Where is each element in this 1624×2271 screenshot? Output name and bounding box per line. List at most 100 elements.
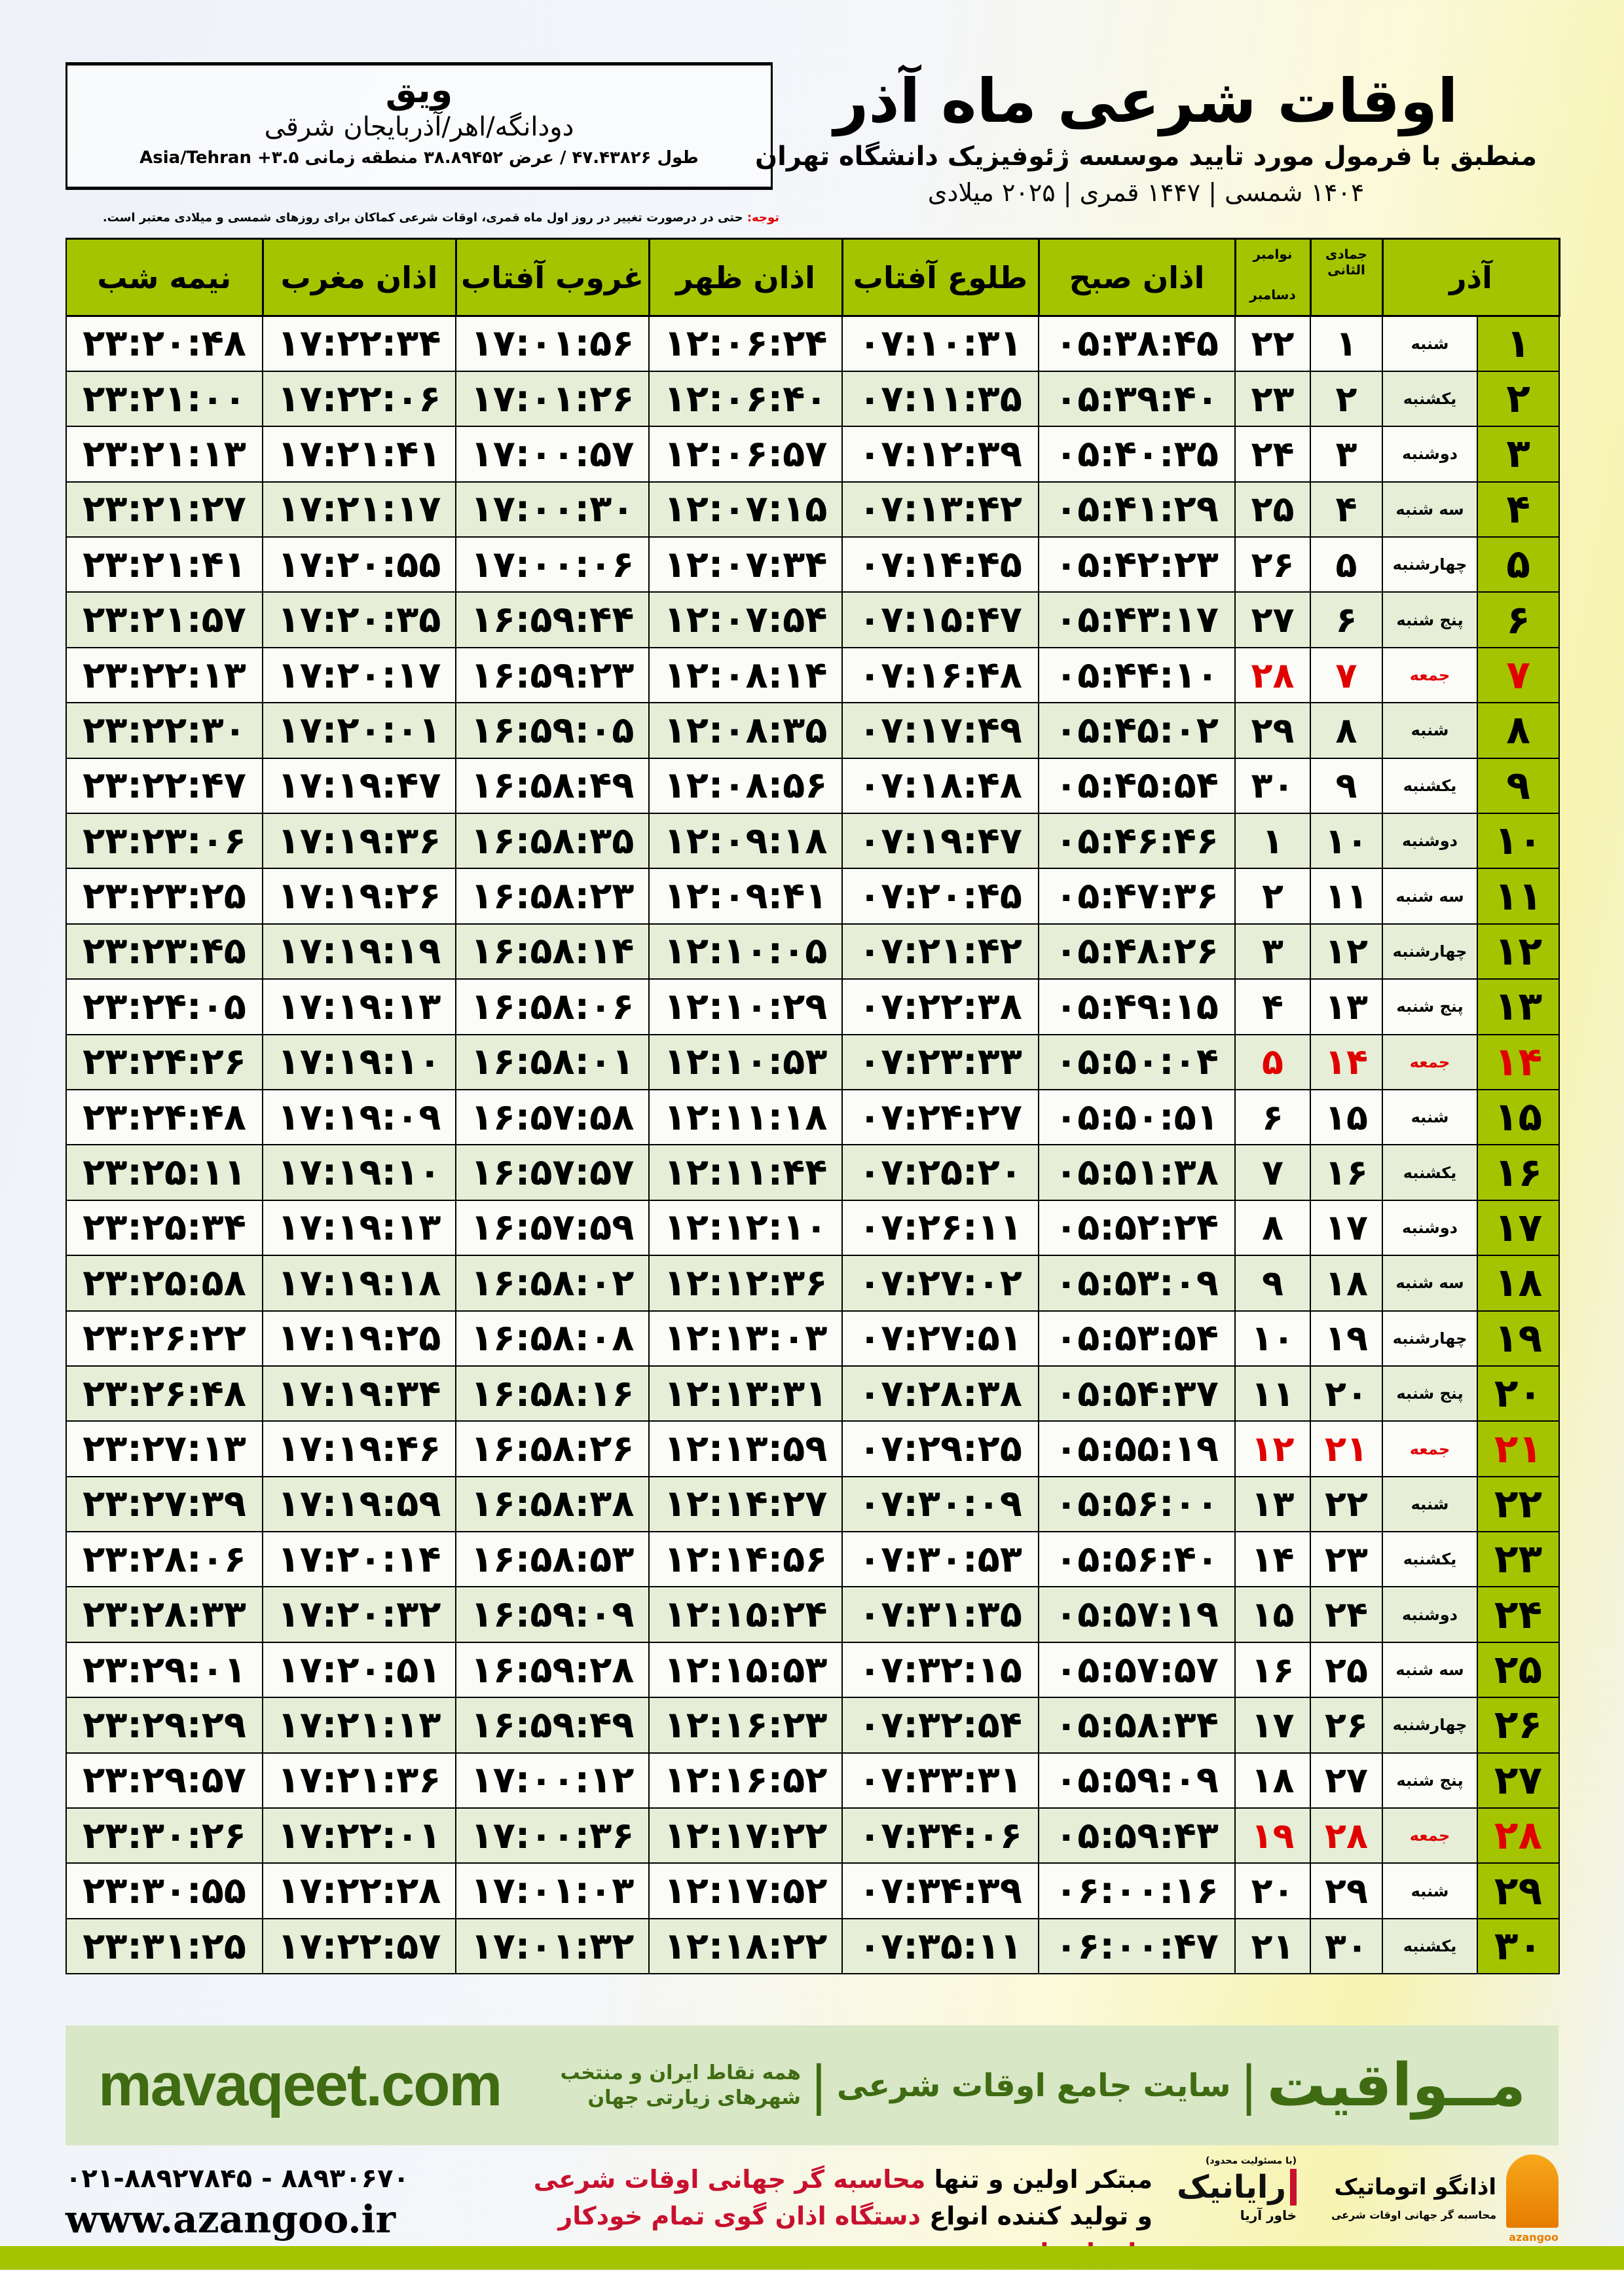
cell-greg-day: ۱۷	[1234, 1697, 1311, 1754]
location-box: ویق دودانگه/اهر/آذربایجان شرقی طول ۴۷.۴۳…	[65, 62, 773, 190]
cell-hijri-day: ۹	[1310, 757, 1383, 815]
cell-weekday: سه شنبه	[1381, 868, 1479, 925]
cell-midnight: ۲۳:۲۵:۱۱	[65, 1144, 263, 1201]
cell-maghrib: ۱۷:۱۹:۳۴	[262, 1365, 456, 1422]
cell-maghrib: ۱۷:۲۰:۱۴	[262, 1531, 456, 1588]
page-subtitle: منطبق با فرمول مورد تایید موسسه ژئوفیزیک…	[754, 141, 1538, 172]
cell-weekday: پنج شنبه	[1381, 978, 1479, 1035]
cell-hijri-day: ۲۵	[1310, 1641, 1383, 1699]
table-row: ۲۸ جمعه ۲۸ ۱۹ ۰۵:۵۹:۴۳ ۰۷:۳۴:۰۶ ۱۲:۱۷:۲۲ ۱۷:۰۰:…	[65, 1807, 1560, 1864]
cell-weekday: چهارشنبه	[1381, 923, 1479, 980]
cell-sunrise: ۰۷:۳۰:۰۹	[841, 1475, 1039, 1533]
cell-midnight: ۲۳:۲۳:۲۵	[65, 868, 263, 925]
table-row: ۲۱ جمعه ۲۱ ۱۲ ۰۵:۵۵:۱۹ ۰۷:۲۹:۲۵ ۱۲:۱۳:۵۹ ۱۶:۵۸:…	[65, 1420, 1560, 1477]
cell-greg-day: ۲	[1234, 868, 1311, 925]
cell-fajr: ۰۵:۵۳:۰۹	[1038, 1255, 1236, 1312]
cell-sunset: ۱۷:۰۱:۵۶	[455, 315, 650, 372]
cell-greg-day: ۱	[1234, 813, 1311, 870]
promo-brand: مــواقیت	[1266, 2051, 1526, 2120]
table-row: ۳ دوشنبه ۳ ۲۴ ۰۵:۴۰:۳۵ ۰۷:۱۲:۳۹ ۱۲:۰۶:۵۷ ۱۷:۰۰:…	[65, 426, 1560, 483]
cell-hijri-day: ۲۶	[1310, 1697, 1383, 1754]
table-row: ۱۷ دوشنبه ۱۷ ۸ ۰۵:۵۲:۲۴ ۰۷:۲۶:۱۱ ۱۲:۱۲:۱۰ ۱۶:۵۷…	[65, 1199, 1560, 1257]
cell-midnight: ۲۳:۲۱:۴۱	[65, 536, 263, 593]
cell-greg-day: ۲۱	[1234, 1917, 1311, 1975]
cell-sunrise: ۰۷:۳۴:۰۶	[841, 1807, 1039, 1864]
cell-sunrise: ۰۷:۳۵:۱۱	[841, 1917, 1039, 1975]
cell-day: ۲	[1477, 370, 1560, 428]
cell-weekday: شنبه	[1381, 1862, 1479, 1919]
cell-weekday: جمعه	[1381, 1033, 1479, 1090]
cell-sunrise: ۰۷:۱۰:۳۱	[841, 315, 1039, 372]
page-title: اوقات شرعی ماه آذر	[834, 66, 1458, 136]
cell-midnight: ۲۳:۲۱:۱۳	[65, 426, 263, 483]
location-name: ویق	[385, 69, 453, 111]
cell-maghrib: ۱۷:۱۹:۱۹	[262, 923, 456, 980]
cell-greg-day: ۷	[1234, 1144, 1311, 1201]
cell-hijri-day: ۱۱	[1310, 868, 1383, 925]
cell-day: ۲۶	[1477, 1697, 1560, 1754]
cell-sunset: ۱۶:۵۸:۳۸	[455, 1475, 650, 1533]
cell-day: ۱۰	[1477, 813, 1560, 870]
cell-fajr: ۰۵:۵۳:۵۴	[1038, 1310, 1236, 1367]
cell-maghrib: ۱۷:۱۹:۲۶	[262, 868, 456, 925]
cell-day: ۱۲	[1477, 923, 1560, 980]
header-midnight: نیمه شب	[65, 238, 264, 317]
cell-hijri-day: ۲۷	[1310, 1752, 1383, 1809]
cell-maghrib: ۱۷:۲۱:۴۱	[262, 426, 456, 483]
cell-sunrise: ۰۷:۲۸:۳۸	[841, 1365, 1039, 1422]
cell-midnight: ۲۳:۲۱:۲۷	[65, 481, 263, 538]
cell-sunset: ۱۷:۰۰:۱۲	[455, 1752, 650, 1809]
promo-brand-group: مــواقیت | سایت جامع اوقات شرعی | همه نق…	[526, 2051, 1526, 2120]
cell-fajr: ۰۵:۴۶:۴۶	[1038, 813, 1236, 870]
table-row: ۷ جمعه ۷ ۲۸ ۰۵:۴۴:۱۰ ۰۷:۱۶:۴۸ ۱۲:۰۸:۱۴ ۱۶:۵۹:۲۳…	[65, 646, 1560, 704]
cell-maghrib: ۱۷:۲۰:۳۲	[262, 1586, 456, 1643]
cell-sunset: ۱۶:۵۸:۰۸	[455, 1310, 650, 1367]
table-row: ۱۵ شنبه ۱۵ ۶ ۰۵:۵۰:۵۱ ۰۷:۲۴:۲۷ ۱۲:۱۱:۱۸ ۱۶:۵۷:۵…	[65, 1088, 1560, 1146]
cell-greg-day: ۱۳	[1234, 1475, 1311, 1533]
cell-maghrib: ۱۷:۲۰:۵۵	[262, 536, 456, 593]
cell-maghrib: ۱۷:۱۹:۱۳	[262, 978, 456, 1035]
website-link[interactable]: www.azangoo.ir	[65, 2197, 396, 2242]
cell-day: ۲۱	[1477, 1420, 1560, 1477]
cell-dhuhr: ۱۲:۱۴:۵۶	[648, 1531, 843, 1588]
cell-maghrib: ۱۷:۲۱:۳۶	[262, 1752, 456, 1809]
slogan-2a: و تولید کننده انواع	[921, 2202, 1153, 2230]
cell-dhuhr: ۱۲:۰۹:۴۱	[648, 868, 843, 925]
cell-greg-day: ۵	[1234, 1033, 1311, 1090]
cell-sunset: ۱۶:۵۹:۲۳	[455, 646, 650, 704]
rayanik-sub: خاور آریا	[1240, 2207, 1297, 2223]
promo-separator-2: |	[809, 2055, 828, 2116]
table-row: ۲۵ سه شنبه ۲۵ ۱۶ ۰۵:۵۷:۵۷ ۰۷:۳۲:۱۵ ۱۲:۱۵:۵۳ ۱۶:…	[65, 1641, 1560, 1699]
cell-hijri-day: ۲۲	[1310, 1475, 1383, 1533]
cell-greg-day: ۲۹	[1234, 702, 1311, 759]
slogan-1a: مبتکر اولین و تنها	[925, 2165, 1153, 2194]
cell-day: ۱۵	[1477, 1088, 1560, 1146]
cell-sunset: ۱۷:۰۰:۳۶	[455, 1807, 650, 1864]
rayanik-name: رایانیک	[1177, 2169, 1286, 2206]
cell-weekday: پنج شنبه	[1381, 591, 1479, 648]
cell-sunset: ۱۶:۵۸:۲۳	[455, 868, 650, 925]
cell-midnight: ۲۳:۲۸:۰۶	[65, 1531, 263, 1588]
cell-weekday: دوشنبه	[1381, 1199, 1479, 1257]
cell-maghrib: ۱۷:۱۹:۵۹	[262, 1475, 456, 1533]
table-row: ۱۶ یکشنبه ۱۶ ۷ ۰۵:۵۱:۳۸ ۰۷:۲۵:۲۰ ۱۲:۱۱:۴۴ ۱۶:۵۷…	[65, 1144, 1560, 1201]
cell-sunrise: ۰۷:۲۳:۳۳	[841, 1033, 1039, 1090]
cell-day: ۵	[1477, 536, 1560, 593]
cell-fajr: ۰۵:۵۲:۲۴	[1038, 1199, 1236, 1257]
cell-day: ۲۲	[1477, 1475, 1560, 1533]
cell-dhuhr: ۱۲:۱۶:۵۲	[648, 1752, 843, 1809]
cell-maghrib: ۱۷:۲۱:۱۳	[262, 1697, 456, 1754]
azangoo-sub: محاسبه گر جهانی اوقات شرعی	[1331, 2209, 1496, 2221]
cell-midnight: ۲۳:۲۹:۲۹	[65, 1697, 263, 1754]
cell-dhuhr: ۱۲:۱۸:۲۲	[648, 1917, 843, 1975]
cell-day: ۲۴	[1477, 1586, 1560, 1643]
cell-fajr: ۰۶:۰۰:۱۶	[1038, 1862, 1236, 1919]
promo-url[interactable]: mavaqeet.com	[98, 2052, 502, 2118]
cell-dhuhr: ۱۲:۱۱:۴۴	[648, 1144, 843, 1201]
table-row: ۸ شنبه ۸ ۲۹ ۰۵:۴۵:۰۲ ۰۷:۱۷:۴۹ ۱۲:۰۸:۳۵ ۱۶:۵۹:۰۵…	[65, 702, 1560, 759]
cell-greg-day: ۱۴	[1234, 1531, 1311, 1588]
table-row: ۱۴ جمعه ۱۴ ۵ ۰۵:۵۰:۰۴ ۰۷:۲۳:۳۳ ۱۲:۱۰:۵۳ ۱۶:۵۸:۰…	[65, 1033, 1560, 1090]
table-row: ۲۲ شنبه ۲۲ ۱۳ ۰۵:۵۶:۰۰ ۰۷:۳۰:۰۹ ۱۲:۱۴:۲۷ ۱۶:۵۸:…	[65, 1475, 1560, 1533]
table-row: ۴ سه شنبه ۴ ۲۵ ۰۵:۴۱:۲۹ ۰۷:۱۳:۴۲ ۱۲:۰۷:۱۵ ۱۷:۰۰…	[65, 481, 1560, 538]
cell-dhuhr: ۱۲:۰۹:۱۸	[648, 813, 843, 870]
